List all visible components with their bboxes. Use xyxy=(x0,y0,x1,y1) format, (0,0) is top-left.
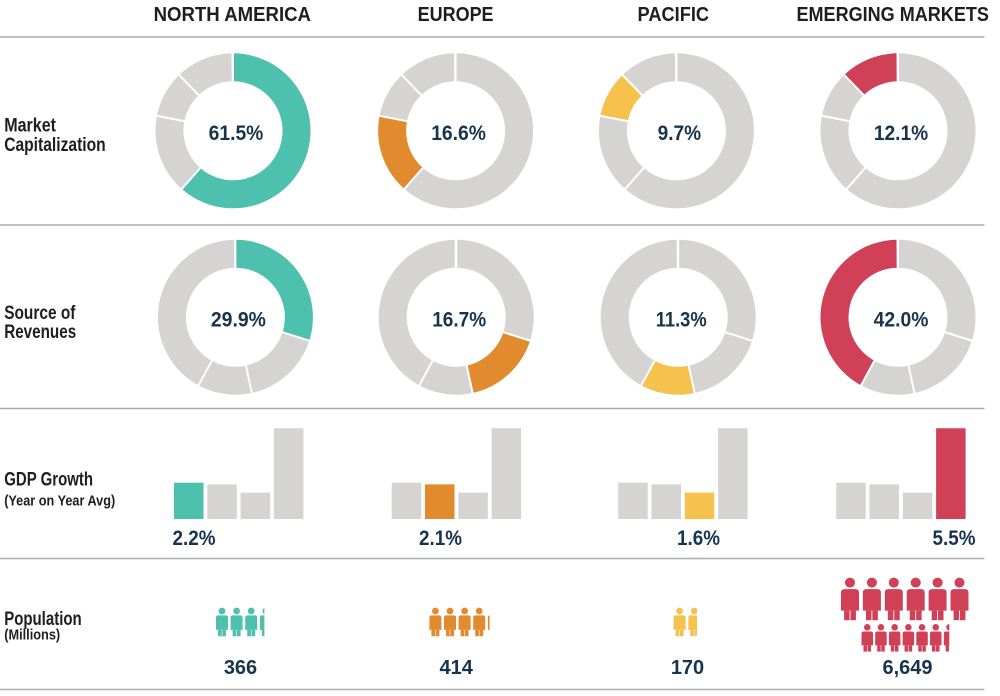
svg-text:12.1%: 12.1% xyxy=(874,122,929,145)
svg-text:2.1%: 2.1% xyxy=(419,527,462,550)
svg-text:16.6%: 16.6% xyxy=(431,122,486,145)
svg-text:6,649: 6,649 xyxy=(882,657,932,679)
svg-text:PACIFIC: PACIFIC xyxy=(638,4,710,26)
svg-text:2.2%: 2.2% xyxy=(173,527,216,550)
svg-text:9.7%: 9.7% xyxy=(658,122,702,145)
svg-text:Market: Market xyxy=(4,116,56,137)
svg-text:Revenues: Revenues xyxy=(4,322,76,343)
svg-text:5.5%: 5.5% xyxy=(933,527,976,550)
svg-text:Capitalization: Capitalization xyxy=(4,135,106,156)
svg-text:61.5%: 61.5% xyxy=(209,122,264,145)
svg-text:(Millions): (Millions) xyxy=(4,627,60,644)
svg-text:EMERGING MARKETS: EMERGING MARKETS xyxy=(797,4,989,26)
svg-text:1.6%: 1.6% xyxy=(677,527,720,550)
svg-text:170: 170 xyxy=(671,657,704,679)
svg-text:366: 366 xyxy=(224,657,257,679)
svg-text:(Year on Year Avg): (Year on Year Avg) xyxy=(4,492,115,509)
svg-text:42.0%: 42.0% xyxy=(874,309,929,332)
svg-text:Source of: Source of xyxy=(4,303,76,324)
svg-text:29.9%: 29.9% xyxy=(211,309,266,332)
svg-text:EUROPE: EUROPE xyxy=(418,4,494,26)
svg-text:GDP Growth: GDP Growth xyxy=(4,470,93,491)
svg-text:414: 414 xyxy=(440,657,474,679)
svg-text:NORTH AMERICA: NORTH AMERICA xyxy=(154,4,311,26)
svg-text:Population: Population xyxy=(4,609,82,630)
svg-text:16.7%: 16.7% xyxy=(432,309,486,332)
svg-text:11.3%: 11.3% xyxy=(656,309,707,332)
